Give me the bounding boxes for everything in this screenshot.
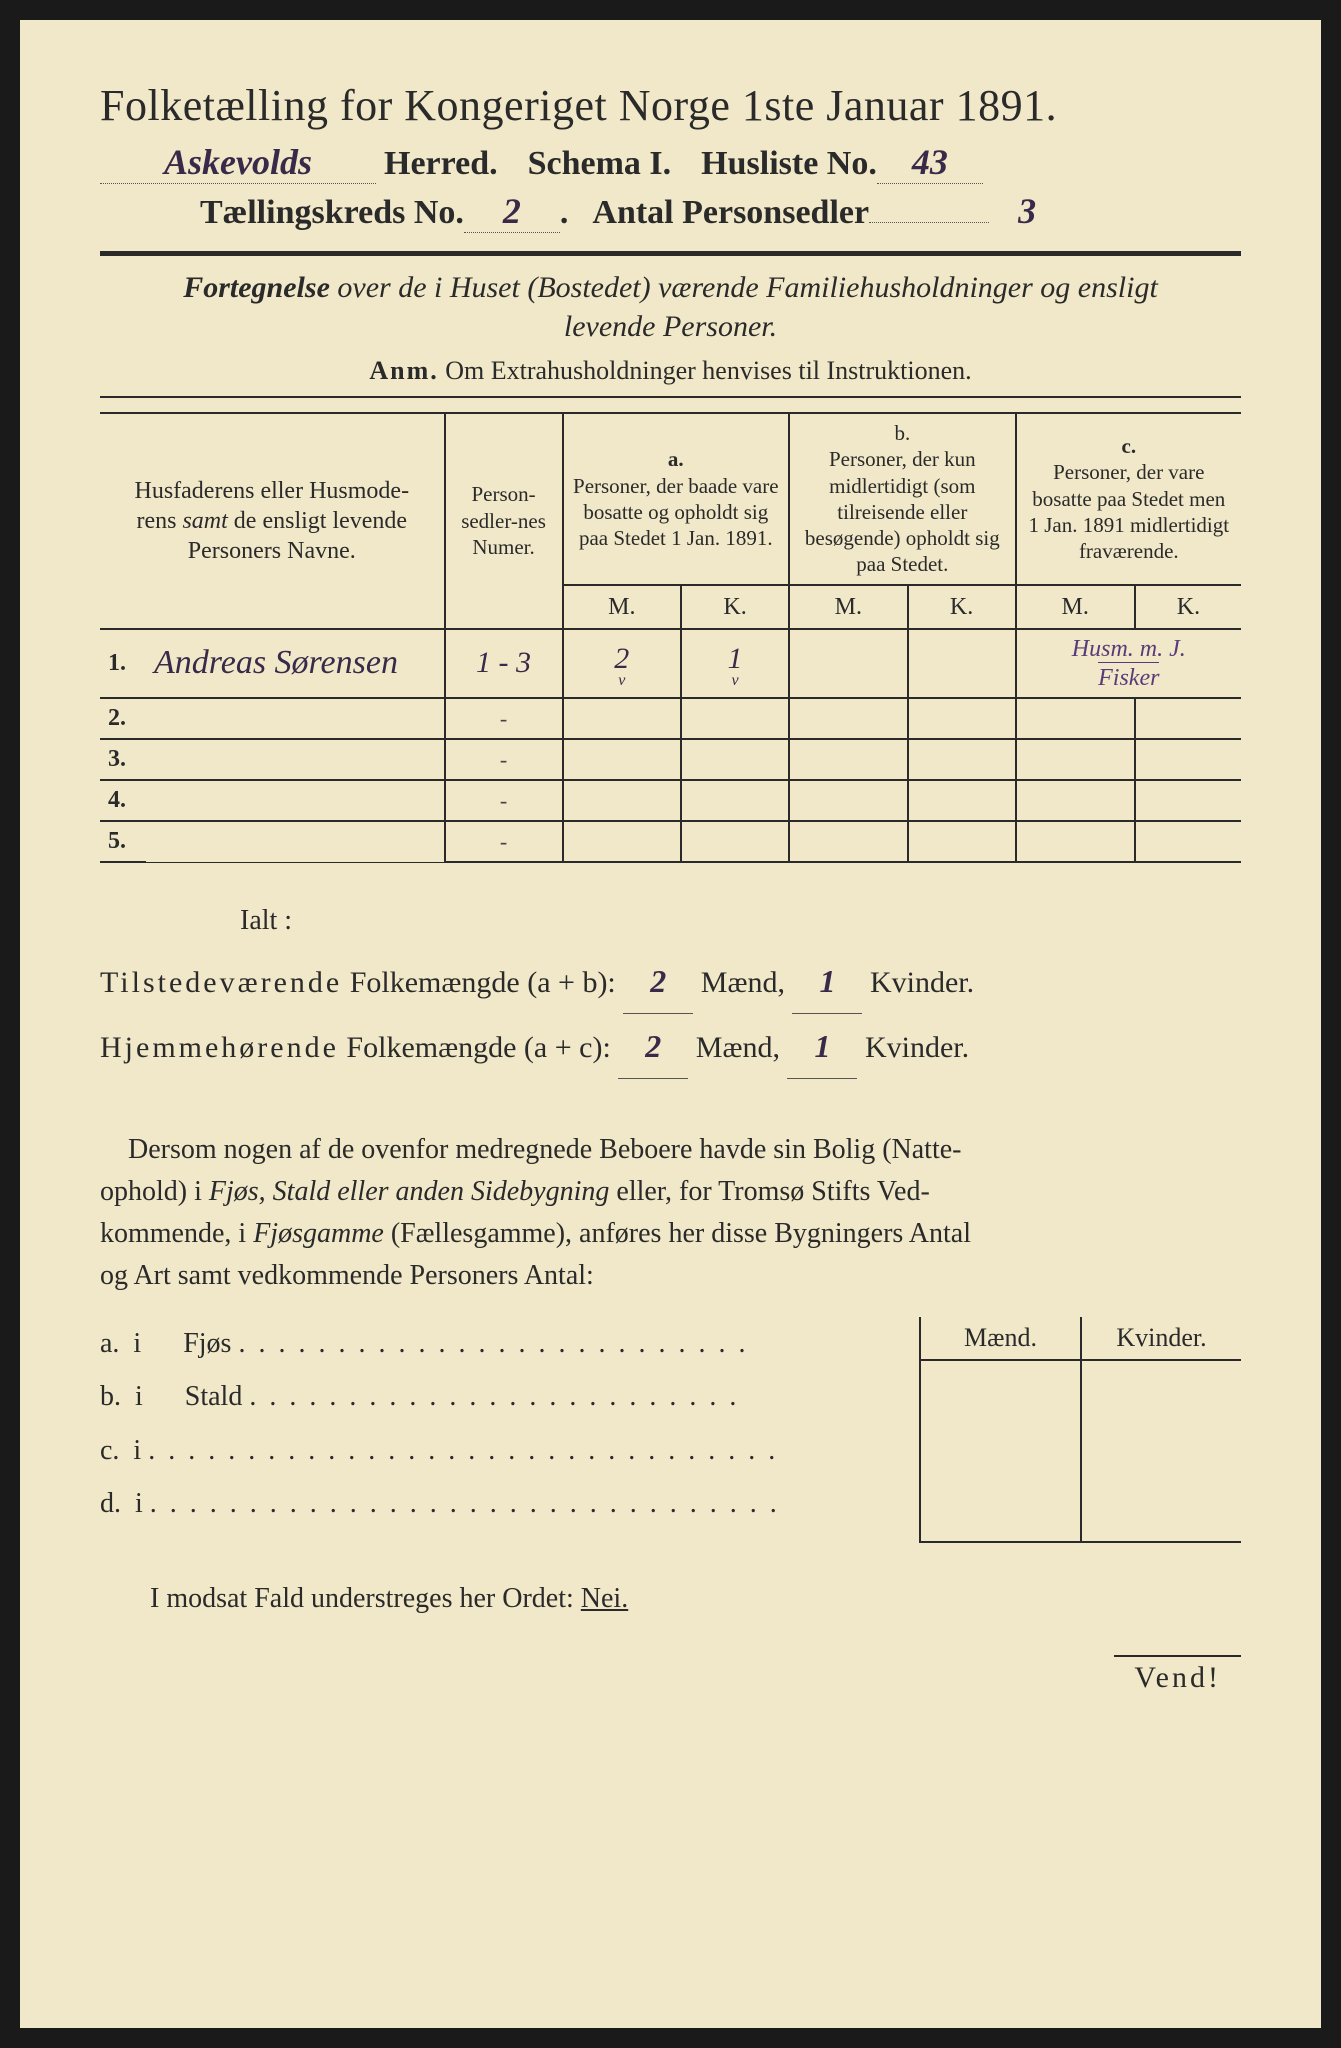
col-a-m: M. — [563, 585, 681, 629]
outbuild-row-a: a. i Fjøs . . . . . . . . . . . . . . . … — [100, 1317, 919, 1370]
col-a-header: a. Personer, der baade vare bosatte og o… — [563, 413, 790, 585]
ialt-label: Ialt : — [240, 893, 1241, 949]
header-line-1: Askevolds Herred. Schema I. Husliste No.… — [100, 141, 1241, 184]
outbuilding-mk-box: Mænd. Kvinder. — [919, 1317, 1241, 1543]
divider-thin — [100, 396, 1241, 398]
herred-value: Askevolds — [100, 141, 376, 184]
schema-label: Schema I. — [528, 145, 672, 183]
table-row: 4. - — [100, 780, 1241, 821]
col-names-header: Husfaderens eller Husmode-rens samt de e… — [100, 413, 445, 629]
anm-note: Anm. Om Extrahusholdninger henvises til … — [100, 356, 1241, 386]
totals-block: Ialt : Tilstedeværende Folkemængde (a + … — [100, 893, 1241, 1079]
husliste-value: 43 — [877, 141, 983, 184]
kreds-value: 2 — [464, 190, 560, 233]
table-row: 1. Andreas Sørensen 1 - 3 2v 1v Husm. m.… — [100, 629, 1241, 699]
resident-k: 1 — [787, 1014, 857, 1079]
kreds-label: Tællingskreds No. — [200, 194, 464, 232]
anm-text: Om Extrahusholdninger henvises til Instr… — [445, 356, 971, 385]
col-b-m: M. — [789, 585, 907, 629]
personsedler-label: Antal Personsedler — [592, 194, 869, 232]
personsedler-value: 3 — [989, 190, 1065, 232]
col-c-k: K. — [1135, 585, 1241, 629]
col-numer-header: Person-sedler-nes Numer. — [445, 413, 563, 629]
divider — [100, 251, 1241, 256]
table-row: 5. - — [100, 821, 1241, 862]
census-table: Husfaderens eller Husmode-rens samt de e… — [100, 412, 1241, 863]
outbuilding-block: a. i Fjøs . . . . . . . . . . . . . . . … — [100, 1317, 1241, 1543]
page-title: Folketælling for Kongeriget Norge 1ste J… — [100, 80, 1241, 131]
resident-m: 2 — [618, 1014, 688, 1079]
outbuild-maend: Mænd. — [921, 1317, 1082, 1359]
outbuilding-paragraph: Dersom nogen af de ovenfor medregnede Be… — [100, 1129, 1241, 1297]
table-row: 3. - — [100, 739, 1241, 780]
husliste-label: Husliste No. — [701, 145, 877, 183]
subtitle: Fortegnelse over de i Huset (Bostedet) v… — [100, 268, 1241, 346]
vend-label: Vend! — [100, 1655, 1241, 1695]
census-form-page: Folketælling for Kongeriget Norge 1ste J… — [0, 0, 1341, 2048]
present-k: 1 — [792, 949, 862, 1014]
table-row: 2. - — [100, 698, 1241, 739]
totals-line-resident: Hjemmehørende Folkemængde (a + c): 2 Mæn… — [100, 1014, 1241, 1079]
col-b-header: b. Personer, der kun midlertidigt (som t… — [789, 413, 1016, 585]
col-a-k: K. — [681, 585, 789, 629]
nei-word: Nei. — [581, 1583, 628, 1614]
col-b-k: K. — [908, 585, 1016, 629]
totals-line-present: Tilstedeværende Folkemængde (a + b): 2 M… — [100, 949, 1241, 1014]
header-line-2: Tællingskreds No. 2 . Antal Personsedler… — [100, 190, 1241, 233]
outbuild-row-d: d. i . . . . . . . . . . . . . . . . . .… — [100, 1477, 919, 1530]
outbuild-row-c: c. i . . . . . . . . . . . . . . . . . .… — [100, 1424, 919, 1477]
outbuild-row-b: b. i Stald . . . . . . . . . . . . . . .… — [100, 1370, 919, 1423]
col-c-header: c. Personer, der vare bosatte paa Stedet… — [1016, 413, 1241, 585]
col-c-m: M. — [1016, 585, 1135, 629]
modsat-line: I modsat Fald understreges her Ordet: Ne… — [150, 1583, 1241, 1615]
outbuild-kvinder: Kvinder. — [1082, 1317, 1241, 1359]
outbuilding-list: a. i Fjøs . . . . . . . . . . . . . . . … — [100, 1317, 919, 1543]
present-m: 2 — [623, 949, 693, 1014]
herred-label: Herred. — [384, 145, 498, 183]
